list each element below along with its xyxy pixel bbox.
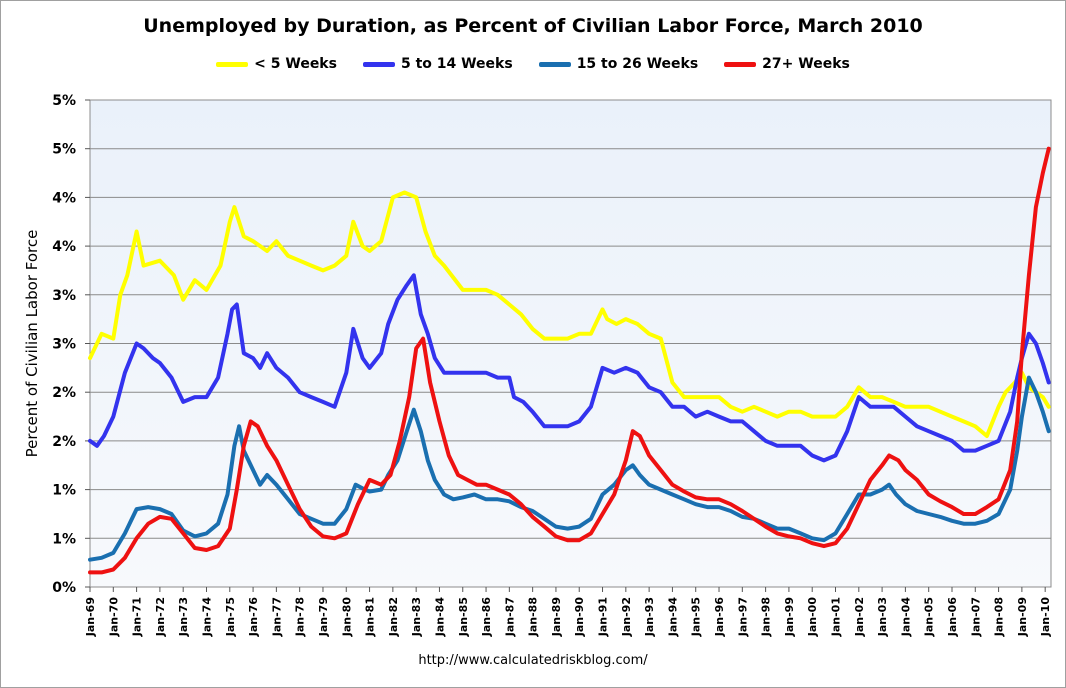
y-tick-label: 3% xyxy=(52,337,76,353)
legend-entry: < 5 Weeks xyxy=(216,56,337,72)
y-tick-label: 2% xyxy=(52,385,76,401)
x-tick-label: Jan-08 xyxy=(993,597,1006,637)
x-tick-label: Jan-75 xyxy=(224,597,237,637)
x-tick-label: Jan-01 xyxy=(830,597,843,637)
y-tick-label: 5% xyxy=(52,142,76,158)
y-tick-label: 5% xyxy=(52,93,76,109)
x-tick-label: Jan-03 xyxy=(876,597,889,637)
series-line-15-to-26-weeks xyxy=(88,375,1051,562)
legend-swatch xyxy=(216,61,249,67)
x-tick-label: Jan-74 xyxy=(200,597,213,638)
x-tick-label: Jan-04 xyxy=(899,597,912,638)
x-tick-label: Jan-70 xyxy=(107,597,120,638)
x-tick-label: Jan-09 xyxy=(1016,597,1029,637)
x-tick-label: Jan-83 xyxy=(410,597,423,637)
x-tick-label: Jan-77 xyxy=(270,597,283,637)
x-tick-label: Jan-99 xyxy=(783,597,796,637)
legend-label: 5 to 14 Weeks xyxy=(400,56,513,72)
x-tick-label: Jan-92 xyxy=(620,597,633,637)
source-url: http://www.calculatedriskblog.com/ xyxy=(418,653,648,668)
x-tick-label: Jan-78 xyxy=(294,597,307,637)
legend-label: 27+ Weeks xyxy=(762,56,850,72)
legend-swatch xyxy=(724,61,757,67)
series-line-5-to-14-weeks xyxy=(88,273,1051,463)
legend-entry: 27+ Weeks xyxy=(724,56,850,72)
y-axis-label: Percent of Civilian Labor Force xyxy=(23,230,41,458)
x-tick-label: Jan-98 xyxy=(760,597,773,637)
x-tick-label: Jan-85 xyxy=(457,597,470,637)
y-tick-label: 1% xyxy=(52,483,76,499)
chart-title: Unemployed by Duration, as Percent of Ci… xyxy=(143,15,923,37)
x-tick-label: Jan-76 xyxy=(247,597,260,638)
series-line-27-weeks xyxy=(88,146,1051,575)
x-tick-label: Jan-10 xyxy=(1039,597,1052,638)
x-tick-label: Jan-95 xyxy=(690,597,703,637)
x-tick-label: Jan-96 xyxy=(713,597,726,638)
x-tick-label: Jan-79 xyxy=(317,597,330,637)
x-tick-label: Jan-72 xyxy=(154,597,167,637)
x-tick-label: Jan-84 xyxy=(433,597,446,638)
y-tick-label: 1% xyxy=(52,531,76,547)
x-tick-label: Jan-00 xyxy=(806,597,819,638)
x-tick-label: Jan-86 xyxy=(480,597,493,638)
x-tick-label: Jan-05 xyxy=(923,597,936,637)
y-tick-label: 2% xyxy=(52,434,76,450)
x-tick-label: Jan-71 xyxy=(131,597,144,637)
x-tick-label: Jan-73 xyxy=(177,597,190,637)
x-tick-label: Jan-97 xyxy=(736,597,749,637)
x-tick-label: Jan-81 xyxy=(364,597,377,637)
legend-entry: 15 to 26 Weeks xyxy=(538,56,699,72)
legend-label: < 5 Weeks xyxy=(254,56,337,72)
y-tick-label: 4% xyxy=(52,239,76,255)
x-tick-label: Jan-87 xyxy=(503,597,516,637)
y-tick-label: 4% xyxy=(52,190,76,206)
legend-swatch xyxy=(538,61,571,67)
legend-entry: 5 to 14 Weeks xyxy=(362,56,513,72)
legend-label: 15 to 26 Weeks xyxy=(576,56,699,72)
y-tick-label: 0% xyxy=(52,580,76,596)
x-tick-label: Jan-91 xyxy=(597,597,610,637)
x-tick-label: Jan-89 xyxy=(550,597,563,637)
x-tick-label: Jan-94 xyxy=(666,597,679,638)
x-tick-label: Jan-07 xyxy=(969,597,982,637)
legend-swatch xyxy=(362,61,395,67)
x-tick-label: Jan-02 xyxy=(853,597,866,637)
x-tick-label: Jan-69 xyxy=(84,597,97,637)
x-tick-label: Jan-80 xyxy=(340,597,353,638)
legend: < 5 Weeks 5 to 14 Weeks 15 to 26 Weeks 27+ … xyxy=(1,56,1065,72)
y-tick-label: 3% xyxy=(52,288,76,304)
x-tick-label: Jan-82 xyxy=(387,597,400,637)
x-tick-label: Jan-88 xyxy=(527,597,540,637)
series-line-5-weeks xyxy=(88,190,1051,438)
x-tick-label: Jan-06 xyxy=(946,597,959,638)
x-tick-label: Jan-90 xyxy=(573,597,586,638)
x-tick-label: Jan-93 xyxy=(643,597,656,637)
